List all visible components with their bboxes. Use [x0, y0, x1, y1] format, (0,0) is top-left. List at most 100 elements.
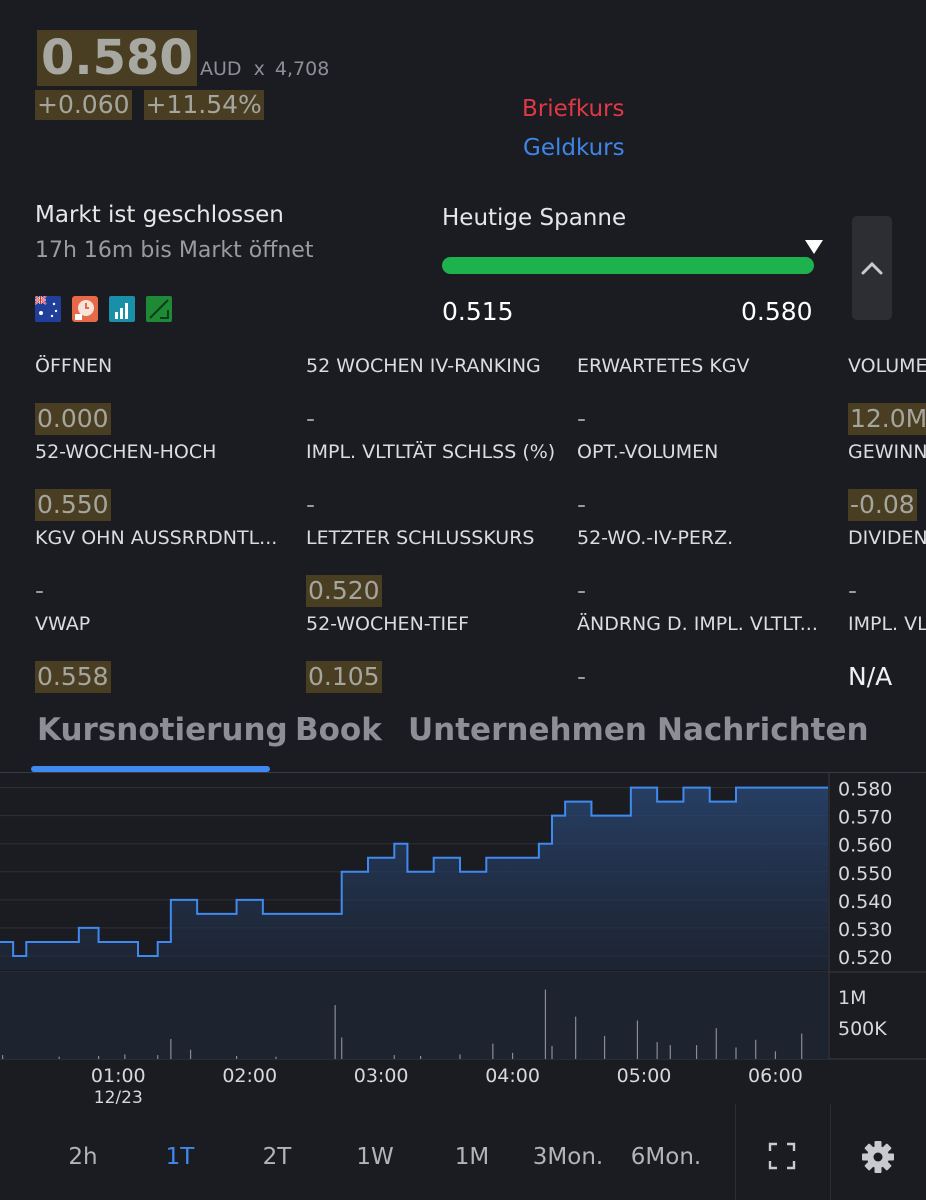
- key-statistics: ÖFFNEN 0.000 52 WOCHEN IV-RANKING - ERWARTET…: [0, 354, 926, 694]
- timeframe-button[interactable]: 1M: [454, 1144, 490, 1170]
- price-tick-label: 0.570: [838, 807, 892, 829]
- stat-value: 0.000: [35, 403, 111, 435]
- stat-label: LETZTER SCHLUSSKURS: [306, 527, 535, 549]
- stat-value: -0.08: [848, 489, 917, 521]
- toolbar-divider: [735, 1104, 736, 1200]
- volume-pane-bg: [0, 972, 828, 1059]
- stat-label: VWAP: [35, 613, 91, 635]
- stat-cell: DIVIDEN -: [848, 526, 926, 607]
- stat-cell: ÄNDRNG D. IMPL. VLTLT... -: [577, 612, 842, 693]
- stat-cell: VOLUMEN 12.0M: [848, 354, 926, 435]
- stat-cell: OPT.-VOLUMEN -: [577, 440, 842, 521]
- stat-value: -: [577, 576, 587, 605]
- timeframe-button[interactable]: 6Mon.: [630, 1144, 702, 1170]
- stat-label: ÄNDRNG D. IMPL. VLTLT...: [577, 613, 818, 635]
- chart-svg[interactable]: 0.580 0.570 0.560 0.550 0.540 0.530 0.520 1M 500…: [0, 772, 926, 1112]
- tab-book[interactable]: Book: [295, 712, 382, 748]
- time-tick-label: 06:00: [748, 1065, 803, 1087]
- ask-label: Briefkurs: [522, 96, 625, 122]
- stat-value: -: [577, 662, 587, 691]
- stat-cell: IMPL. VLTLTÄT SCHLSS (%) -: [306, 440, 571, 521]
- price-line: [0, 786, 828, 957]
- stat-label: IMPL. VLTLTÄT SCHLSS (%): [306, 441, 556, 463]
- stat-cell: ERWARTETES KGV -: [577, 354, 842, 435]
- stat-label: IMPL. VL: [848, 613, 926, 635]
- stat-label: GEWINN: [848, 441, 926, 463]
- currency-label: AUD: [200, 58, 242, 80]
- stat-cell: IMPL. VL N/A: [848, 612, 926, 693]
- stat-value: -: [35, 576, 45, 605]
- time-tick-label: 03:00: [354, 1065, 409, 1087]
- time-tick-label: 05:00: [617, 1065, 672, 1087]
- price-tick-label: 0.530: [838, 919, 892, 941]
- stat-label: 52-WOCHEN-HOCH: [35, 441, 217, 463]
- timeframe-button[interactable]: 3Mon.: [532, 1144, 604, 1170]
- day-range-marker-icon: [805, 240, 823, 254]
- stat-label: OPT.-VOLUMEN: [577, 441, 719, 463]
- volume-tick-label: 500K: [838, 1018, 887, 1040]
- stat-value: 0.558: [35, 661, 111, 693]
- timeframe-button[interactable]: 2T: [262, 1144, 292, 1170]
- stat-value: -: [577, 490, 587, 519]
- stat-label: DIVIDEN: [848, 527, 926, 549]
- price-area: [0, 787, 828, 970]
- timeframe-button[interactable]: 1T: [165, 1144, 195, 1170]
- stat-value: 0.550: [35, 489, 111, 521]
- stat-cell: KGV OHN AUSSRRDNTL... -: [35, 526, 300, 607]
- stat-value: -: [577, 404, 587, 433]
- clock-badge-icon[interactable]: [72, 296, 98, 322]
- intraday-chart[interactable]: 0.580 0.570 0.560 0.550 0.540 0.530 0.520 1M 500…: [0, 772, 926, 1112]
- timeframe-button[interactable]: 2h: [68, 1144, 98, 1170]
- stat-cell: 52-WOCHEN-TIEF 0.105: [306, 612, 571, 693]
- tab-kursnotierung[interactable]: Kursnotierung: [37, 712, 288, 748]
- time-tick-label: 02:00: [222, 1065, 277, 1087]
- price-tick-label: 0.540: [838, 891, 892, 913]
- date-sub-label: 12/23: [94, 1088, 143, 1108]
- stat-label: ERWARTETES KGV: [577, 355, 750, 377]
- timeframe-button[interactable]: 1W: [356, 1144, 394, 1170]
- day-range-title: Heutige Spanne: [442, 205, 627, 231]
- stat-label: 52-WO.-IV-PERZ.: [577, 527, 734, 549]
- stat-value: -: [306, 404, 316, 433]
- toolbar-divider: [830, 1104, 831, 1200]
- market-countdown: 17h 16m bis Markt öffnet: [35, 238, 314, 263]
- stat-cell: 52-WOCHEN-HOCH 0.550: [35, 440, 300, 521]
- stat-value: 0.520: [306, 575, 382, 607]
- change-absolute: +0.060: [35, 90, 132, 120]
- stat-cell: 52-WO.-IV-PERZ. -: [577, 526, 842, 607]
- volume-tick-label: 1M: [838, 987, 866, 1009]
- stat-value: 0.105: [306, 661, 382, 693]
- stat-cell: 52 WOCHEN IV-RANKING -: [306, 354, 571, 435]
- fullscreen-icon[interactable]: [768, 1142, 796, 1170]
- stat-cell: VWAP 0.558: [35, 612, 300, 693]
- collapse-button[interactable]: [852, 216, 892, 320]
- price-tick-label: 0.550: [838, 863, 892, 885]
- price-change: +0.060 +11.54%: [35, 90, 264, 120]
- stat-label: ÖFFNEN: [35, 355, 113, 377]
- tab-unternehmen[interactable]: Unternehmen: [408, 712, 647, 748]
- price-tick-label: 0.580: [838, 779, 892, 801]
- stat-label: VOLUMEN: [848, 355, 926, 377]
- day-range-low: 0.515: [442, 297, 514, 326]
- day-range-high: 0.580: [741, 297, 813, 326]
- tab-nachrichten[interactable]: Nachrichten: [657, 712, 869, 748]
- signal-chart-icon[interactable]: [109, 296, 135, 322]
- price-tick-label: 0.520: [838, 947, 892, 969]
- bid-label: Geldkurs: [523, 135, 625, 161]
- day-range-bar: [442, 257, 814, 274]
- time-tick-label: 04:00: [485, 1065, 540, 1087]
- trend-chart-icon[interactable]: [146, 296, 172, 322]
- timeframe-bar: 2h 1T 2T 1W 1M 3Mon. 6Mon.: [0, 1104, 926, 1200]
- stat-cell: LETZTER SCHLUSSKURS 0.520: [306, 526, 571, 607]
- stat-label: 52-WOCHEN-TIEF: [306, 613, 470, 635]
- multiplier-label: x: [253, 58, 265, 80]
- australia-flag-icon[interactable]: [35, 296, 61, 322]
- stat-cell: ÖFFNEN 0.000: [35, 354, 300, 435]
- currency-volume: AUD x 4,708: [200, 58, 329, 80]
- settings-gear-icon[interactable]: [861, 1140, 895, 1174]
- chevron-up-icon: [861, 261, 883, 275]
- price-tick-label: 0.560: [838, 835, 892, 857]
- stat-value: N/A: [848, 662, 893, 691]
- market-status: Markt ist geschlossen: [35, 202, 284, 228]
- stat-label: KGV OHN AUSSRRDNTL...: [35, 527, 278, 549]
